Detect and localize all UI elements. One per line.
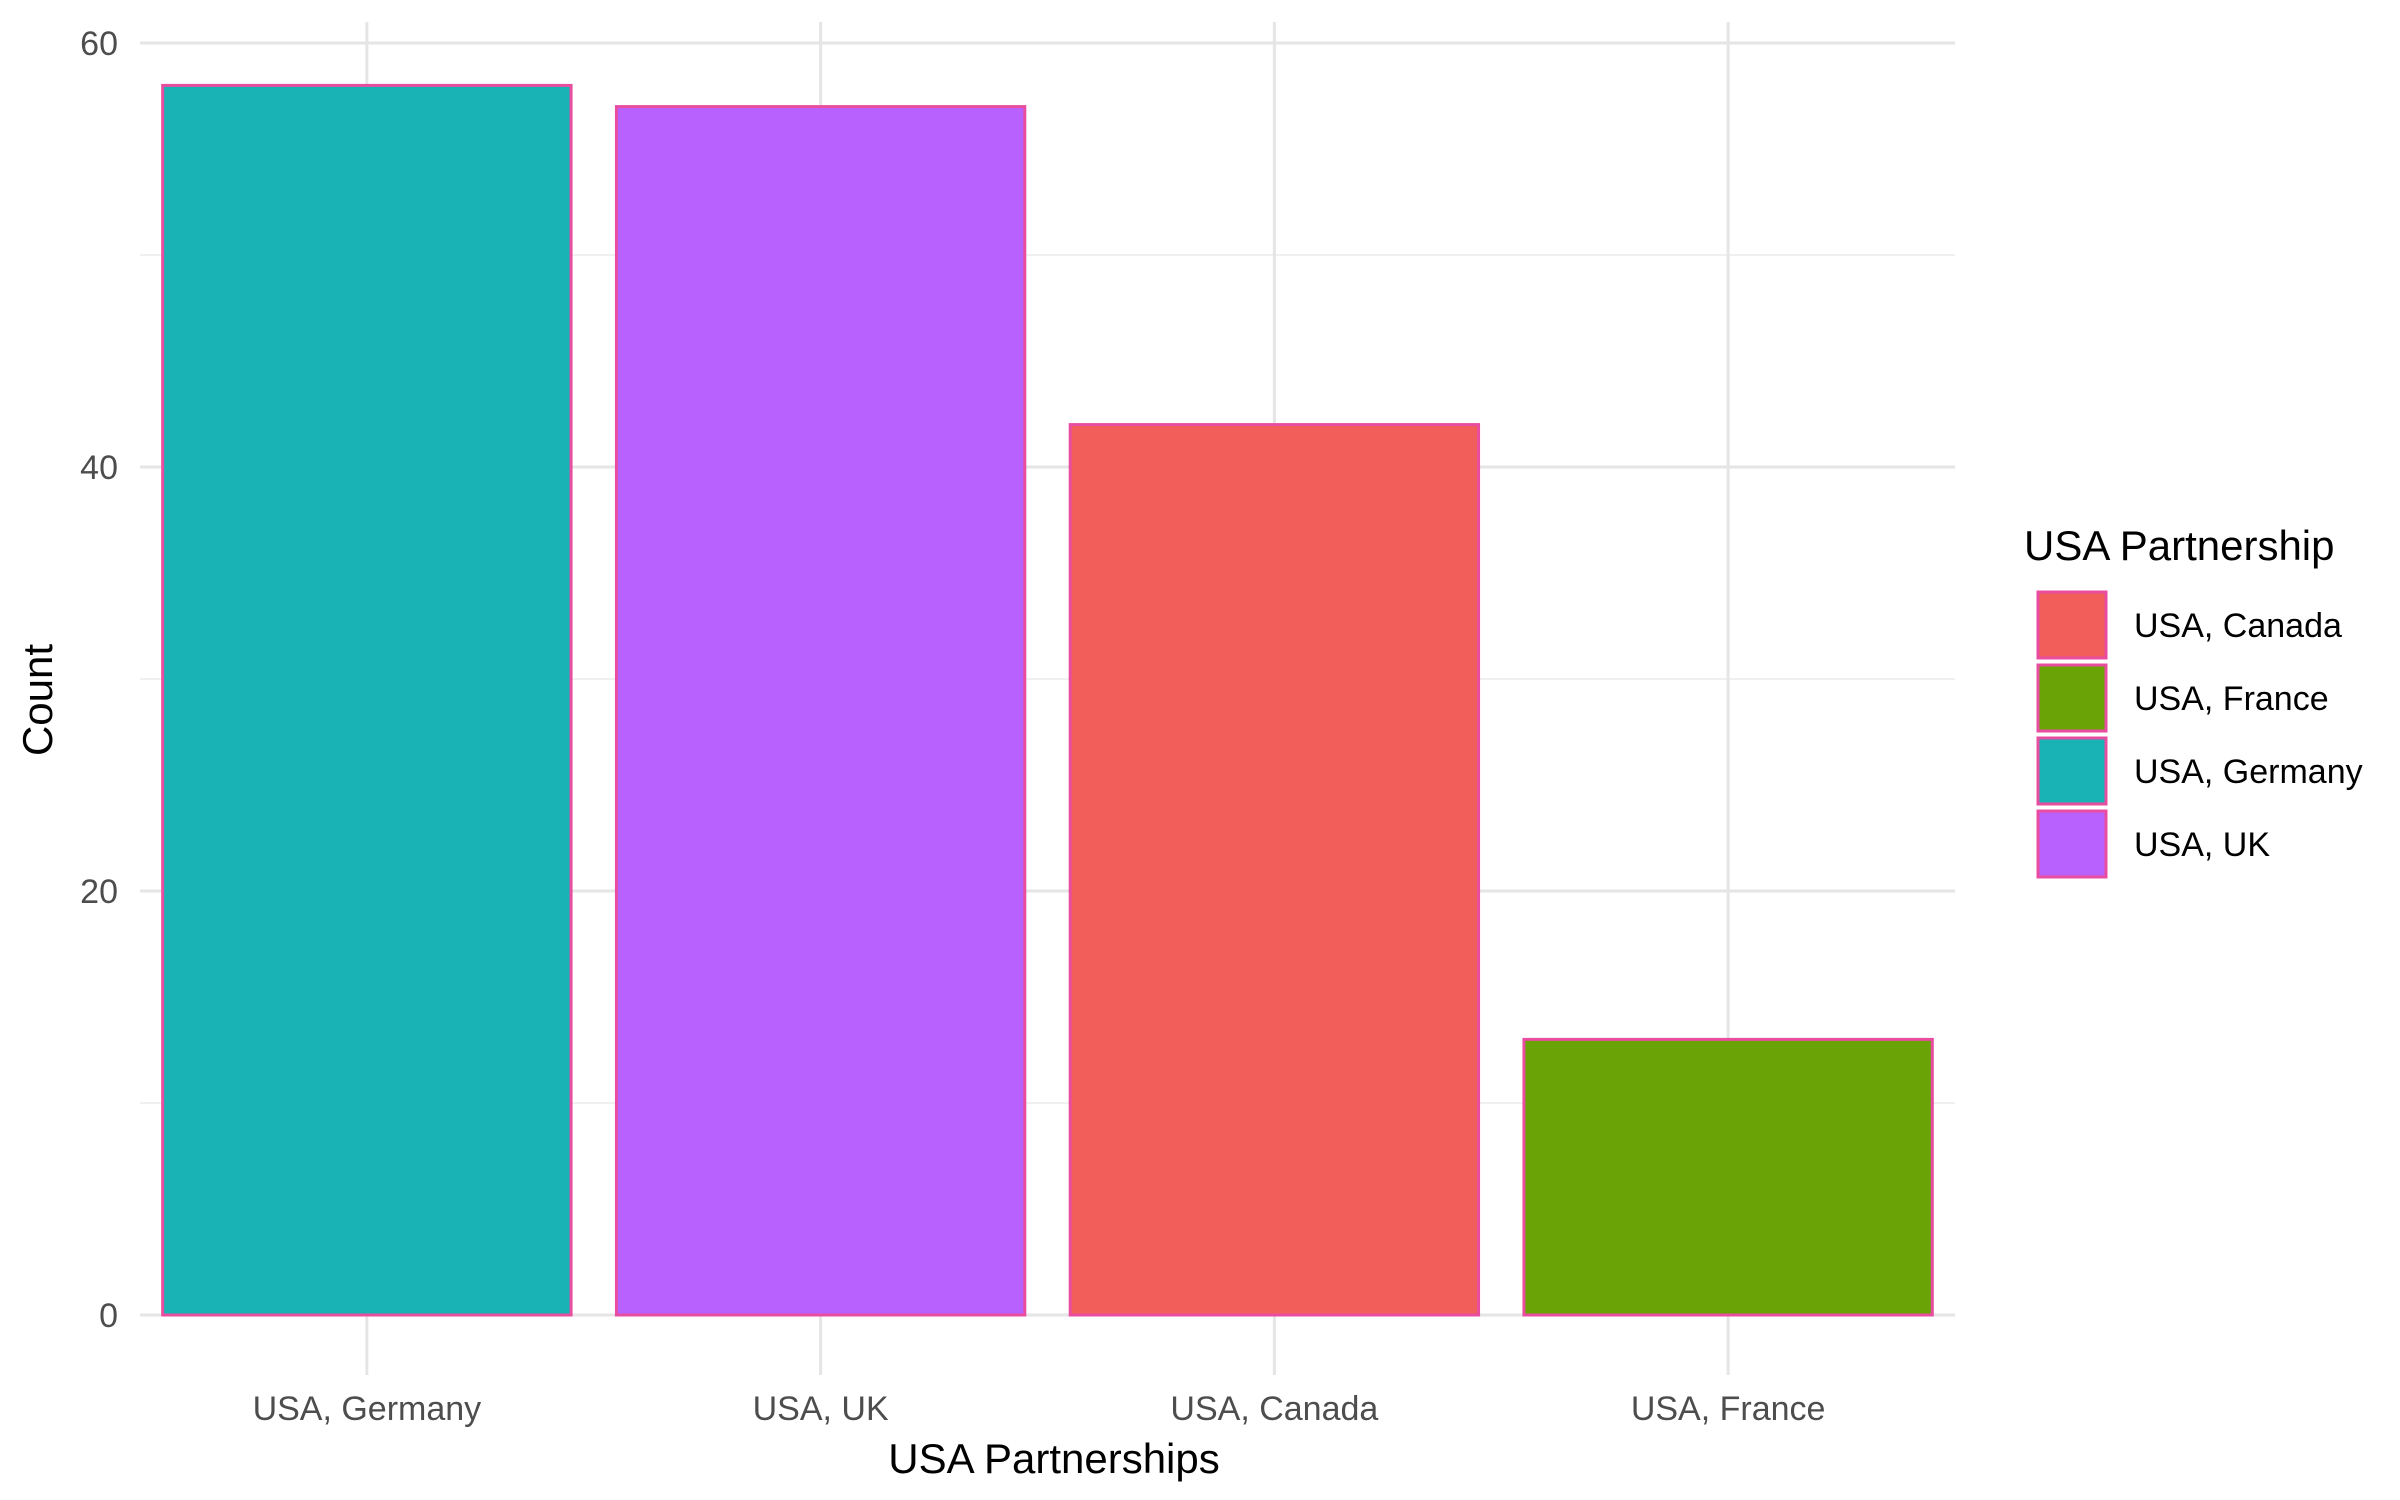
legend-label: USA, Canada [2134,607,2342,645]
legend-swatch [2036,809,2108,879]
x-tick-label: USA, Canada [1170,1390,1378,1428]
legend-title: USA Partnership [2024,522,2335,569]
y-axis-title: Count [14,644,61,756]
legend-label: USA, Germany [2134,753,2363,791]
x-axis-title: USA Partnerships [888,1435,1220,1482]
bars [161,83,1934,1317]
legend-swatch [2036,590,2108,660]
bar [1522,1037,1934,1317]
legend-label: USA, UK [2134,826,2270,864]
y-tick-label: 0 [99,1297,118,1335]
legend-entries: USA, Canada USA, France USA, Germany USA, U… [2036,590,2363,879]
legend-swatch [2036,736,2108,806]
y-tick-label: 40 [80,449,118,487]
x-axis-ticks: USA, Germany USA, UK USA, Canada USA, Franc… [253,1390,1826,1428]
legend-label: USA, France [2134,680,2329,718]
y-axis-ticks: 0 20 40 60 [80,25,118,1335]
bar [614,105,1027,1317]
y-tick-label: 60 [80,25,118,63]
y-tick-label: 20 [80,873,118,911]
legend-swatch [2036,663,2108,733]
bar [1068,423,1481,1317]
x-tick-label: USA, France [1631,1390,1826,1428]
x-tick-label: USA, UK [753,1390,889,1428]
x-tick-label: USA, Germany [253,1390,482,1428]
bar [161,83,573,1317]
